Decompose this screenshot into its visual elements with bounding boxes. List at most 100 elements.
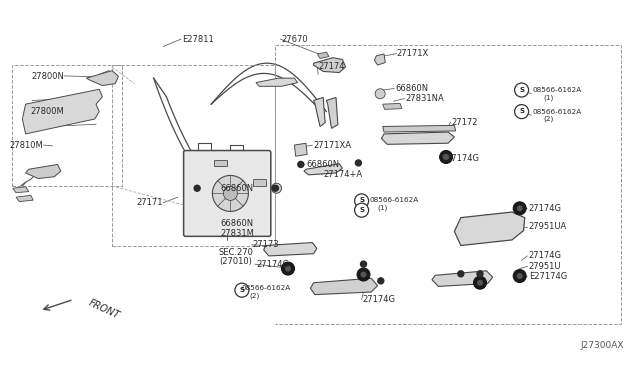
Polygon shape <box>310 278 378 295</box>
Text: 27171XA: 27171XA <box>314 141 351 150</box>
Circle shape <box>194 185 200 191</box>
Circle shape <box>477 271 483 277</box>
Circle shape <box>355 203 369 217</box>
Circle shape <box>443 154 449 160</box>
Polygon shape <box>314 58 346 73</box>
Polygon shape <box>374 54 385 65</box>
Circle shape <box>272 185 278 191</box>
Polygon shape <box>256 78 298 86</box>
Text: S: S <box>519 87 524 93</box>
Text: 08566-6162A: 08566-6162A <box>532 87 582 93</box>
Text: (27010): (27010) <box>219 257 252 266</box>
Text: 27172: 27172 <box>452 118 478 126</box>
Text: 27171: 27171 <box>137 198 163 207</box>
Text: S: S <box>519 108 524 114</box>
Polygon shape <box>214 160 227 166</box>
Text: 27670: 27670 <box>282 35 308 44</box>
Circle shape <box>474 276 486 289</box>
Polygon shape <box>264 243 317 256</box>
Circle shape <box>282 263 294 275</box>
Text: 27174G: 27174G <box>363 295 396 304</box>
Text: 66860N: 66860N <box>221 219 254 228</box>
Text: E27174G: E27174G <box>529 272 567 281</box>
Polygon shape <box>22 89 102 134</box>
Polygon shape <box>314 97 325 126</box>
Circle shape <box>477 280 483 286</box>
Text: (1): (1) <box>378 204 388 211</box>
Text: (2): (2) <box>543 116 554 122</box>
Circle shape <box>298 161 304 167</box>
Polygon shape <box>253 179 266 186</box>
Polygon shape <box>432 271 493 286</box>
Circle shape <box>442 154 449 160</box>
Text: 27174G: 27174G <box>529 251 562 260</box>
Circle shape <box>513 202 526 215</box>
Text: 08566-6162A: 08566-6162A <box>532 109 582 115</box>
Text: 27800M: 27800M <box>30 107 64 116</box>
FancyBboxPatch shape <box>184 151 271 236</box>
Polygon shape <box>294 143 307 156</box>
Text: 27171X: 27171X <box>397 49 429 58</box>
Text: 27174G: 27174G <box>256 260 289 269</box>
Circle shape <box>520 87 527 93</box>
Text: 27831M: 27831M <box>221 229 255 238</box>
Circle shape <box>355 194 369 208</box>
Text: S: S <box>239 287 244 293</box>
Text: 66860N: 66860N <box>306 160 339 169</box>
Circle shape <box>274 186 279 191</box>
Text: 08566-6162A: 08566-6162A <box>242 285 291 291</box>
Circle shape <box>271 183 282 193</box>
Circle shape <box>223 186 237 201</box>
Polygon shape <box>304 164 342 175</box>
Circle shape <box>285 266 291 272</box>
Text: (1): (1) <box>543 94 554 101</box>
Text: 27174G: 27174G <box>446 154 479 163</box>
Text: S: S <box>359 207 364 213</box>
Circle shape <box>516 205 523 211</box>
Polygon shape <box>326 97 338 128</box>
Polygon shape <box>317 52 329 58</box>
Text: (2): (2) <box>250 292 260 299</box>
Text: 27951UA: 27951UA <box>529 222 567 231</box>
Text: E27811: E27811 <box>182 35 214 44</box>
Circle shape <box>357 268 370 281</box>
Circle shape <box>355 160 362 166</box>
Polygon shape <box>86 71 118 86</box>
Polygon shape <box>383 125 456 132</box>
Polygon shape <box>381 132 454 144</box>
Polygon shape <box>454 212 525 246</box>
Circle shape <box>516 273 523 279</box>
Text: 66860N: 66860N <box>396 84 429 93</box>
Circle shape <box>375 89 385 99</box>
Text: 27951U: 27951U <box>529 262 561 271</box>
Text: 27800N: 27800N <box>31 72 64 81</box>
Circle shape <box>378 278 384 284</box>
Polygon shape <box>383 103 402 109</box>
Text: 27174: 27174 <box>319 62 345 71</box>
Circle shape <box>515 83 529 97</box>
Polygon shape <box>26 164 61 179</box>
Circle shape <box>458 271 464 277</box>
Circle shape <box>360 261 367 267</box>
Text: FRONT: FRONT <box>86 298 121 321</box>
Text: 27174+A: 27174+A <box>323 170 362 179</box>
Circle shape <box>515 105 529 119</box>
Text: 27174G: 27174G <box>529 204 562 213</box>
Circle shape <box>360 272 367 278</box>
Polygon shape <box>13 187 29 193</box>
Text: S: S <box>359 198 364 203</box>
Text: 27831NA: 27831NA <box>406 94 445 103</box>
Polygon shape <box>16 195 33 202</box>
Circle shape <box>282 262 294 275</box>
Text: SEC.270: SEC.270 <box>219 248 253 257</box>
Text: 27173: 27173 <box>253 240 280 249</box>
Circle shape <box>513 270 526 282</box>
Text: 08566-6162A: 08566-6162A <box>370 197 419 203</box>
Text: 27810M: 27810M <box>10 141 44 150</box>
Circle shape <box>212 176 248 211</box>
Text: 66860N: 66860N <box>221 185 254 193</box>
Circle shape <box>285 266 291 272</box>
Text: J27300AX: J27300AX <box>580 341 624 350</box>
Circle shape <box>242 287 248 293</box>
Circle shape <box>235 283 249 297</box>
